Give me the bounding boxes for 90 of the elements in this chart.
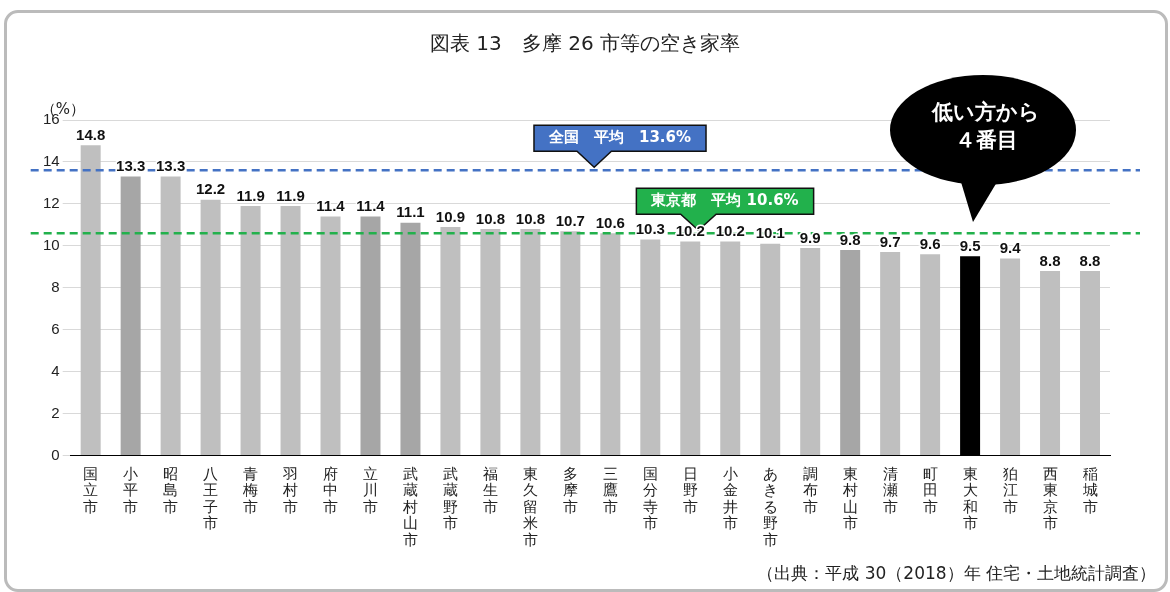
x-tick-label: 東久留米市 [522, 464, 538, 548]
x-tick-label: 羽村市 [282, 464, 299, 515]
data-label: 13.3 [156, 157, 186, 175]
x-tick-label: 清瀬市 [882, 464, 898, 515]
x-tick-label: 府中市 [323, 464, 339, 515]
data-label: 11.1 [396, 203, 425, 221]
bar [360, 216, 381, 455]
x-tick-label: 西東京市 [1042, 464, 1058, 532]
bar [160, 176, 181, 455]
y-tick-label: 4 [51, 361, 60, 379]
bar [560, 231, 581, 455]
data-label: 10.1 [755, 224, 785, 242]
bar [520, 229, 541, 455]
bar [640, 239, 661, 455]
x-tick-label: 小平市 [123, 464, 139, 515]
annotation: 低い方から４番目 [930, 99, 1041, 154]
data-label: 9.4 [999, 239, 1022, 257]
x-tick-label: 昭島市 [163, 464, 179, 515]
data-label: 9.5 [959, 236, 981, 254]
x-tick-label: 国分寺市 [642, 464, 658, 532]
bar [280, 205, 301, 455]
data-label: 10.2 [675, 222, 705, 240]
ref-line-label: 全国 平均 13.6% [547, 128, 692, 147]
x-tick-label: 小金井市 [722, 464, 738, 532]
x-tick-label: 東村山市 [841, 464, 858, 532]
data-label: 9.9 [799, 228, 821, 246]
bar [1080, 270, 1101, 455]
y-tick-label: 14 [43, 152, 60, 170]
bar [1040, 270, 1061, 455]
x-tick-label: 多摩市 [562, 464, 578, 515]
bar [760, 243, 781, 455]
x-tick-label: 武蔵野市 [442, 464, 458, 532]
y-tick-label: 12 [43, 194, 60, 212]
x-tick-label: 稲城市 [1081, 464, 1098, 515]
data-label: 11.4 [356, 197, 386, 215]
data-label: 8.8 [1079, 251, 1101, 269]
x-tick-label: 青梅市 [242, 464, 259, 515]
y-tick-label: 2 [51, 403, 60, 421]
data-label: 10.9 [435, 207, 466, 225]
bar [320, 216, 341, 455]
bar [880, 252, 901, 455]
data-label: 11.9 [276, 186, 305, 204]
data-label: 9.6 [919, 234, 941, 252]
bar [80, 145, 101, 455]
bar [920, 254, 941, 455]
data-label: 13.3 [116, 157, 146, 175]
text: （出典：平成 30（2018）年 住宅・土地統計調査） [757, 562, 1156, 585]
bar [600, 233, 621, 455]
x-tick-label: 武蔵村山市 [401, 464, 418, 548]
data-label: 10.2 [715, 222, 745, 240]
y-tick-label: 10 [43, 235, 60, 253]
x-tick-label: 国立市 [83, 464, 99, 515]
bar [200, 199, 221, 455]
data-label: 10.3 [635, 220, 665, 238]
x-tick-label: 三鷹市 [602, 464, 618, 515]
data-label: 8.8 [1039, 251, 1061, 269]
x-tick-label: 町田市 [922, 464, 938, 515]
y-tick-label: 6 [51, 319, 60, 337]
y-tick-label: 8 [51, 277, 60, 295]
x-tick-label: 調布市 [802, 464, 818, 515]
bar [400, 222, 421, 455]
chart-title: 図表 13 多摩 26 市等の空き家率 [429, 30, 741, 57]
x-tick-label: 立川市 [362, 464, 378, 515]
data-label: 10.6 [595, 213, 625, 231]
bar [240, 205, 261, 455]
data-label: 9.8 [839, 230, 861, 248]
bar [120, 176, 141, 455]
x-tick-label: 福生市 [482, 464, 498, 515]
data-label: 9.7 [879, 232, 901, 250]
ref-line-label: 東京都 平均 10.6% [650, 191, 799, 210]
data-label: 10.8 [475, 209, 506, 227]
bar [800, 247, 821, 455]
x-tick-label: 日野市 [682, 464, 698, 515]
data-label: 10.7 [555, 211, 585, 229]
bar [480, 229, 501, 455]
data-label: 14.8 [76, 125, 106, 143]
data-label: 12.2 [195, 180, 226, 198]
bar [680, 241, 701, 455]
data-label: 11.4 [316, 197, 346, 215]
bar [720, 241, 741, 455]
bar [440, 226, 461, 455]
x-tick-label: 八王子市 [203, 464, 219, 532]
bar [840, 250, 861, 455]
y-tick-label: 0 [51, 445, 60, 463]
x-tick-label: 東大和市 [962, 464, 978, 532]
data-label: 10.8 [515, 209, 545, 227]
x-tick-label: あきる野市 [762, 464, 778, 548]
data-label: 11.9 [236, 186, 265, 204]
bar [1000, 258, 1021, 455]
x-tick-label: 狛江市 [1002, 464, 1018, 515]
